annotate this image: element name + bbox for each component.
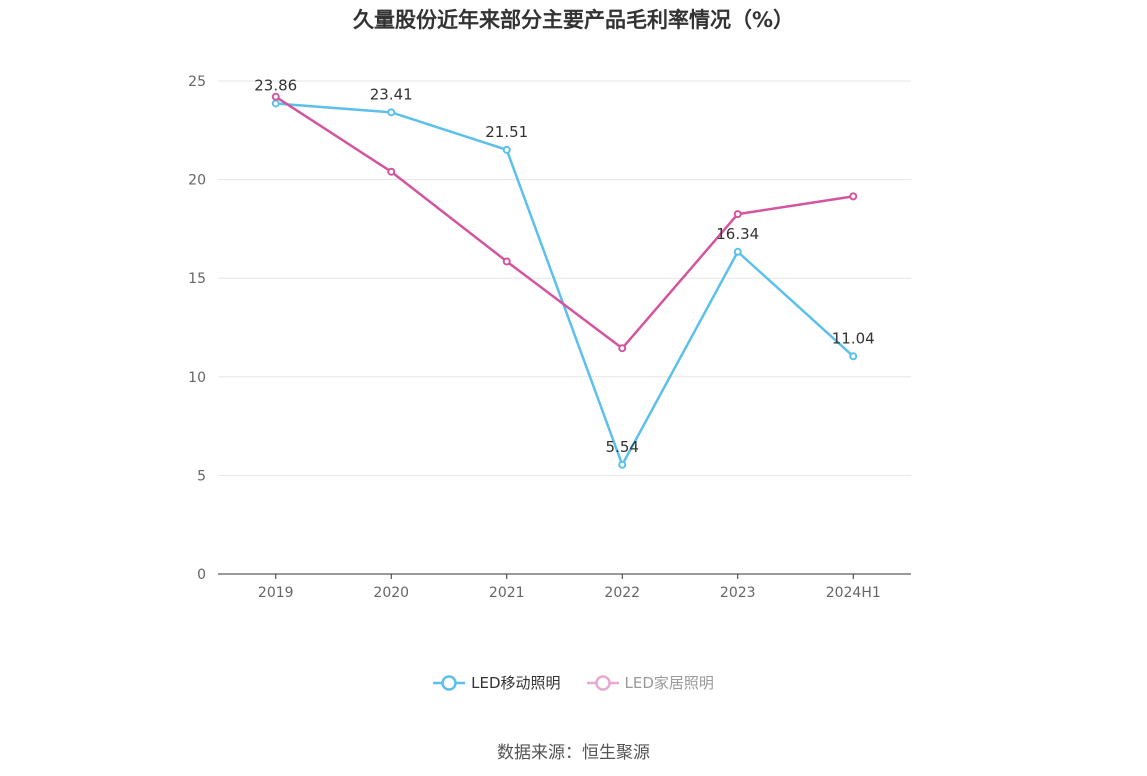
y-tick-label-5: 5 xyxy=(197,468,206,484)
series-line-2 xyxy=(275,95,854,350)
series-line-1 xyxy=(275,102,855,467)
data-label-s1-2019: 23.86 xyxy=(254,76,297,94)
grid-lines xyxy=(218,80,911,476)
y-tick-label-15: 15 xyxy=(188,271,206,287)
x-tick-label-2022: 2022 xyxy=(604,585,640,601)
legend-item-series2[interactable]: LED家居照明 xyxy=(586,672,714,693)
point-s2-2024H1 xyxy=(849,192,858,201)
data-labels: 23.86 23.41 21.51 5.54 16.34 11.04 xyxy=(254,76,874,455)
x-tick-label-2020: 2020 xyxy=(373,585,409,601)
legend-marker-series1 xyxy=(433,674,466,691)
point-s2-2020 xyxy=(387,167,396,176)
point-s1-2023 xyxy=(733,247,742,256)
data-label-s1-2023: 16.34 xyxy=(716,225,759,243)
x-tick-label-2019: 2019 xyxy=(258,585,294,601)
point-s1-2019 xyxy=(271,99,280,108)
y-tick-label-25: 25 xyxy=(188,74,206,90)
y-tick-label-0: 0 xyxy=(197,567,206,583)
y-tick-label-10: 10 xyxy=(188,370,206,386)
x-axis: 2019 2020 2021 2022 2023 2024H1 xyxy=(218,573,911,601)
legend: LED移动照明 LED家居照明 xyxy=(0,672,1147,693)
legend-label-series2: LED家居照明 xyxy=(624,674,714,692)
y-axis-ticks: 0 5 10 15 20 25 xyxy=(188,74,206,583)
data-source: 数据来源：恒生聚源 xyxy=(497,743,650,763)
series-lines xyxy=(275,95,855,467)
y-tick-label-20: 20 xyxy=(188,173,206,189)
point-s2-2021 xyxy=(502,257,511,266)
point-s1-2021 xyxy=(502,145,511,154)
legend-item-series1[interactable]: LED移动照明 xyxy=(433,672,561,693)
data-label-s1-2020: 23.41 xyxy=(370,85,413,103)
point-s2-2023 xyxy=(733,210,742,219)
point-s1-2020 xyxy=(387,108,396,117)
point-s2-2022 xyxy=(618,344,627,353)
data-label-s1-2024H1: 11.04 xyxy=(832,329,875,347)
line-chart: 0 5 10 15 20 25 2019 2020 2021 2022 2023 2024H1 23… xyxy=(188,74,911,601)
legend-label-series1: LED移动照明 xyxy=(471,674,561,692)
point-s1-2024H1 xyxy=(849,352,858,361)
x-tick-label-2023: 2023 xyxy=(720,585,756,601)
chart-title: 久量股份近年来部分主要产品毛利率情况（%） xyxy=(352,8,795,32)
legend-marker-series2 xyxy=(586,674,619,691)
data-label-s1-2021: 21.51 xyxy=(485,123,528,141)
point-s1-2022 xyxy=(618,460,627,469)
x-tick-label-2021: 2021 xyxy=(489,585,525,601)
data-label-s1-2022: 5.54 xyxy=(606,438,639,456)
point-s2-2019 xyxy=(271,92,280,101)
data-points xyxy=(271,92,858,469)
x-tick-label-2024H1: 2024H1 xyxy=(826,585,881,601)
